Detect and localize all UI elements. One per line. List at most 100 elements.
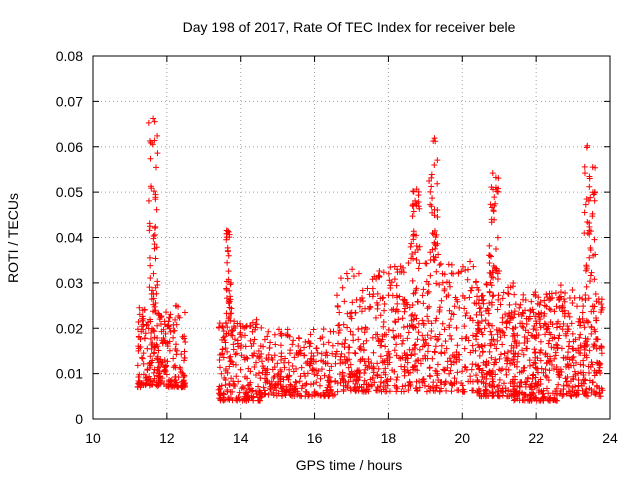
data-point	[497, 327, 504, 334]
data-point	[505, 290, 512, 297]
data-point	[579, 309, 586, 316]
x-tick-label: 12	[159, 430, 175, 446]
data-point	[546, 290, 553, 297]
data-point	[394, 269, 401, 276]
data-point	[327, 386, 334, 393]
data-point	[588, 308, 595, 315]
data-point	[405, 387, 412, 394]
data-point	[290, 337, 297, 344]
y-tick-label: 0.01	[56, 366, 83, 382]
data-point	[520, 310, 527, 317]
data-point	[478, 329, 485, 336]
data-point	[284, 373, 291, 380]
data-point	[322, 352, 329, 359]
data-point	[535, 378, 542, 385]
data-point	[532, 335, 539, 342]
data-point	[144, 345, 151, 352]
data-point	[380, 318, 387, 325]
data-point	[412, 287, 419, 294]
data-point	[359, 355, 366, 362]
data-point	[494, 188, 501, 195]
data-point	[480, 359, 487, 366]
data-point	[529, 372, 536, 379]
data-point	[589, 361, 596, 368]
data-point	[154, 355, 161, 362]
data-point	[377, 353, 384, 360]
data-point	[154, 150, 161, 157]
data-point	[356, 374, 363, 381]
data-point	[391, 347, 398, 354]
data-point	[528, 332, 535, 339]
data-point	[410, 188, 417, 195]
data-point	[436, 308, 443, 315]
data-point	[143, 374, 150, 381]
data-point	[478, 312, 485, 319]
data-point	[381, 331, 388, 338]
data-point	[599, 387, 606, 394]
data-point	[567, 392, 574, 399]
data-point	[307, 331, 314, 338]
data-point	[475, 341, 481, 348]
data-point	[281, 364, 288, 371]
data-point	[265, 351, 272, 358]
data-point	[308, 356, 315, 363]
data-point	[473, 278, 480, 285]
data-point	[241, 324, 248, 331]
data-point	[287, 382, 294, 389]
data-point	[382, 371, 389, 378]
data-point	[556, 304, 563, 311]
data-point	[349, 331, 356, 338]
data-point	[593, 345, 600, 352]
data-point	[261, 390, 268, 397]
data-point	[477, 387, 484, 394]
data-point	[504, 358, 511, 365]
data-point	[222, 396, 229, 403]
data-point	[584, 393, 591, 400]
data-point	[253, 390, 260, 397]
data-point	[591, 367, 598, 374]
data-point	[220, 334, 227, 341]
data-point	[487, 270, 494, 277]
data-point	[462, 364, 469, 371]
data-point	[543, 385, 550, 392]
data-point	[149, 357, 156, 364]
data-point	[589, 164, 596, 171]
data-point	[559, 304, 566, 311]
data-point	[546, 297, 553, 304]
data-point	[222, 367, 229, 374]
data-point	[579, 295, 586, 302]
data-point	[419, 376, 426, 383]
data-point	[511, 332, 518, 339]
data-point	[151, 366, 158, 373]
data-point	[410, 228, 417, 235]
data-point	[258, 351, 265, 358]
data-point	[386, 350, 393, 357]
data-point	[590, 343, 597, 350]
data-point	[470, 263, 477, 270]
data-point	[280, 359, 287, 366]
chart-title: Day 198 of 2017, Rate Of TEC Index for r…	[183, 19, 516, 35]
data-point	[569, 287, 576, 294]
data-point	[229, 397, 236, 404]
data-point	[428, 174, 435, 181]
data-point	[286, 387, 293, 394]
data-point	[369, 285, 376, 292]
data-point	[143, 322, 150, 329]
data-point	[323, 349, 330, 356]
data-point	[416, 205, 423, 212]
data-point	[494, 234, 501, 241]
data-point	[265, 356, 272, 363]
data-point	[298, 385, 305, 392]
data-point	[165, 323, 172, 330]
data-point	[359, 287, 366, 294]
data-point	[598, 296, 605, 303]
data-point	[436, 331, 443, 338]
data-point	[352, 350, 359, 357]
data-point	[475, 326, 482, 333]
data-point	[586, 173, 593, 180]
data-point	[424, 305, 431, 312]
data-point	[501, 350, 508, 357]
data-point	[273, 392, 280, 399]
data-point	[442, 379, 449, 386]
data-point	[495, 175, 502, 182]
